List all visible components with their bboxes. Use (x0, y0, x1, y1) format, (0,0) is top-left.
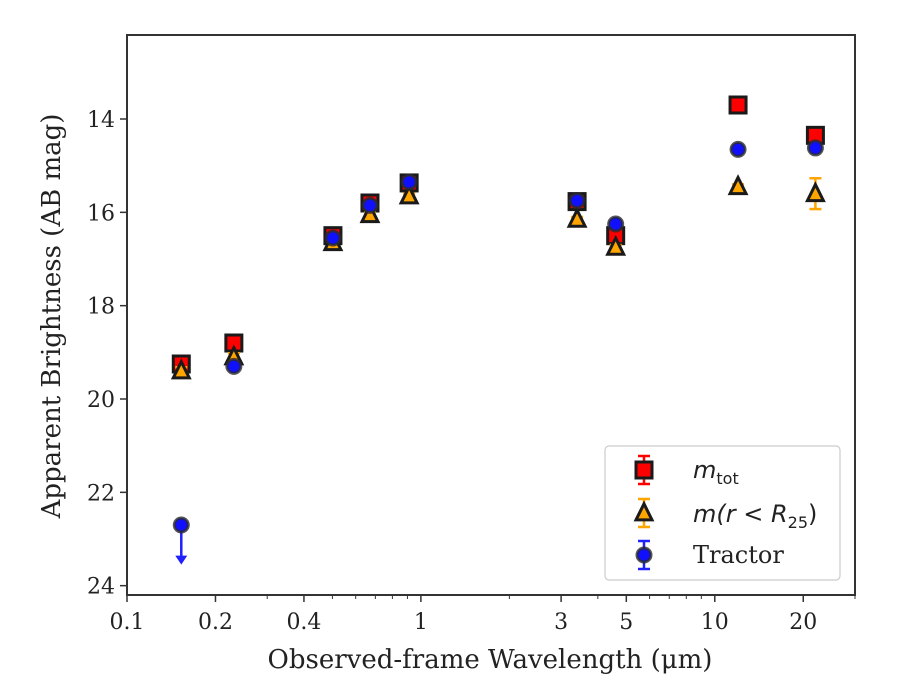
data-point (728, 95, 748, 115)
data-point (170, 358, 192, 380)
y-tick-label: 14 (87, 108, 115, 133)
y-tick-label: 20 (87, 388, 115, 413)
legend-marker-circle (635, 546, 653, 564)
legend: mtot m(r < R25) Tractor (604, 445, 841, 581)
legend-box (604, 445, 841, 581)
data-point (225, 357, 243, 375)
legend-marker-triangle (633, 500, 655, 522)
series-circle (172, 139, 824, 565)
data-point (172, 516, 190, 534)
data-points (170, 95, 826, 565)
data-point (607, 215, 625, 233)
x-tick-label: 0.4 (286, 610, 321, 635)
legend-label-tractor: Tractor (693, 541, 784, 569)
legend-label-m-r25: m(r < R25) (693, 500, 817, 532)
data-point (806, 139, 824, 157)
data-point (568, 192, 586, 210)
data-point (727, 174, 749, 196)
y-tick-label: 24 (87, 575, 115, 600)
y-axis-label: Apparent Brightness (AB mag) (37, 114, 67, 520)
y-tick-label: 22 (87, 481, 115, 506)
y-tick-label: 16 (87, 201, 115, 226)
legend-markers (633, 454, 655, 571)
legend-marker-square (634, 460, 654, 480)
upper-limit-arrow-head (175, 555, 188, 565)
x-tick-label: 1 (414, 610, 428, 635)
x-axis-label: Observed-frame Wavelength (μm) (268, 645, 713, 675)
data-point (605, 234, 627, 256)
data-point (804, 181, 826, 203)
x-tick-label: 0.2 (198, 610, 233, 635)
data-point (361, 196, 379, 214)
series-triangle (170, 174, 826, 380)
data-point (324, 229, 342, 247)
data-point (398, 183, 420, 205)
data-point (566, 206, 588, 228)
x-tick-label: 20 (789, 610, 817, 635)
series-square (171, 95, 825, 374)
x-tick-label: 5 (619, 610, 633, 635)
y-tick-label: 18 (87, 295, 115, 320)
x-tick-label: 10 (701, 610, 729, 635)
axis-ticks: 0.1 0.2 0.4 1 3 5 10 20 14 16 18 20 22 24 (87, 108, 856, 635)
legend-label-mtot: mtot (693, 456, 739, 488)
plot-frame (126, 34, 856, 596)
data-point (400, 173, 418, 191)
x-tick-label: 3 (554, 610, 568, 635)
data-point (729, 140, 747, 158)
x-tick-label: 0.1 (110, 610, 145, 635)
